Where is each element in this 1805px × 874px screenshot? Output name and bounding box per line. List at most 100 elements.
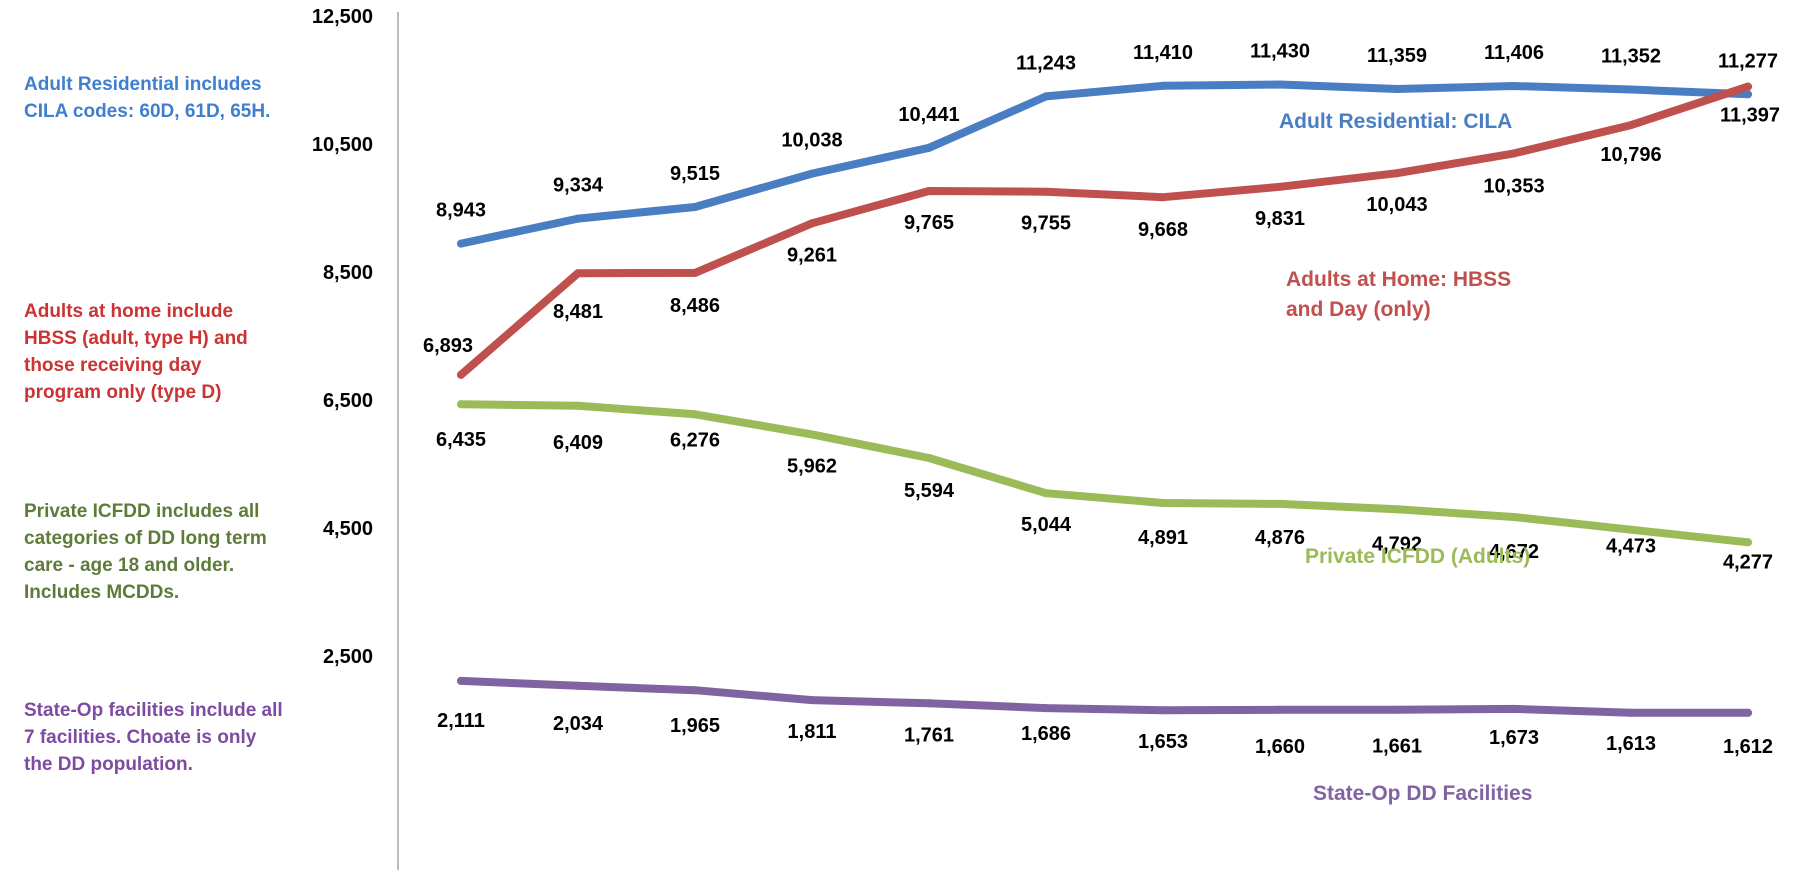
- data-point-stateop: [1627, 708, 1635, 717]
- series-line-cila: [457, 80, 1752, 248]
- series-line-icfdd: [457, 400, 1752, 547]
- data-label-stateop: 1,661: [1372, 736, 1422, 758]
- data-label-icfdd: 5,044: [1021, 514, 1072, 536]
- data-point-icfdd: [574, 401, 582, 410]
- note-line: CILA codes: 60D, 61D, 65H.: [24, 101, 271, 122]
- data-label-icfdd: 4,792: [1372, 533, 1422, 555]
- data-point-cila: [691, 203, 699, 211]
- note-line: those receiving day: [24, 355, 202, 376]
- series-name-line: and Day (only): [1286, 298, 1431, 321]
- data-point-cila: [1042, 92, 1050, 101]
- data-label-home: 11,397: [1720, 105, 1780, 127]
- note-adult-residential: Adult Residential includes CILA codes: 6…: [24, 71, 324, 125]
- note-line: HBSS (adult, type H) and: [24, 328, 248, 349]
- data-label-icfdd: 5,594: [904, 480, 955, 502]
- data-label-home: 9,831: [1255, 208, 1305, 230]
- data-label-icfdd: 6,276: [670, 429, 720, 451]
- series-name-line: Adult Residential: CILA: [1279, 110, 1512, 133]
- data-label-icfdd: 4,891: [1138, 527, 1188, 549]
- data-label-home: 8,486: [670, 295, 720, 317]
- data-point-cila: [1744, 90, 1752, 99]
- series-name-cila: Adult Residential: CILA: [1279, 110, 1512, 133]
- series-name-line: Private ICFDD (Adults): [1305, 545, 1530, 568]
- data-point-cila: [1276, 80, 1284, 89]
- data-label-cila: 10,441: [898, 104, 959, 126]
- y-axis-ticks: 2,500 4,500 6,500 8,500 10,500 12,500: [312, 6, 373, 668]
- data-point-stateop: [1159, 706, 1167, 715]
- series-layer: [457, 80, 1752, 717]
- data-label-stateop: 1,686: [1021, 723, 1071, 745]
- data-label-cila: 11,359: [1367, 45, 1427, 67]
- data-point-home: [1159, 193, 1167, 202]
- series-name-stateop: State-Op DD Facilities: [1313, 782, 1532, 805]
- data-label-icfdd: 4,473: [1606, 536, 1656, 558]
- data-label-home: 9,755: [1021, 213, 1071, 235]
- note-line: program only (type D): [24, 382, 222, 403]
- data-label-icfdd: 6,409: [553, 432, 603, 454]
- data-point-icfdd: [1393, 505, 1401, 514]
- data-point-cila: [808, 169, 816, 178]
- data-point-icfdd: [1159, 499, 1167, 507]
- series-line-stateop: [457, 676, 1752, 717]
- data-point-home: [808, 219, 816, 228]
- data-point-icfdd: [1510, 513, 1518, 521]
- data-point-icfdd: [1042, 489, 1050, 498]
- data-point-home: [574, 269, 582, 278]
- note-adults-at-home: Adults at home include HBSS (adult, type…: [24, 298, 324, 406]
- data-label-cila: 11,352: [1601, 46, 1661, 68]
- data-point-home: [1744, 82, 1752, 91]
- data-point-home: [691, 268, 699, 277]
- data-label-cila: 9,334: [553, 175, 604, 197]
- data-point-cila: [1627, 85, 1635, 94]
- data-point-home: [1276, 182, 1284, 191]
- data-label-home: 10,353: [1483, 175, 1544, 197]
- y-tick-label: 10,500: [312, 134, 373, 156]
- note-line: categories of DD long term: [24, 528, 267, 549]
- data-label-stateop: 1,965: [670, 715, 720, 737]
- data-label-stateop: 1,811: [788, 721, 837, 743]
- data-point-stateop: [457, 676, 465, 685]
- data-label-stateop: 1,653: [1138, 731, 1188, 753]
- data-point-cila: [925, 143, 933, 152]
- data-point-stateop: [925, 699, 933, 708]
- note-line: State-Op facilities include all: [24, 700, 283, 721]
- data-label-stateop: 1,612: [1723, 736, 1773, 758]
- data-label-icfdd: 6,435: [436, 429, 486, 451]
- data-label-cila: 11,430: [1250, 41, 1310, 63]
- data-point-cila: [1510, 82, 1518, 90]
- data-label-home: 6,893: [423, 335, 473, 357]
- data-point-icfdd: [925, 454, 933, 462]
- data-label-home: 10,796: [1600, 144, 1661, 166]
- note-line: 7 facilities. Choate is only: [24, 727, 257, 748]
- data-label-home: 9,765: [904, 212, 954, 234]
- data-label-stateop: 1,613: [1606, 733, 1656, 755]
- data-label-home: 8,481: [553, 301, 603, 323]
- data-label-stateop: 1,761: [904, 724, 954, 746]
- data-point-home: [1627, 121, 1635, 130]
- series-name-home: Adults at Home: HBSS and Day (only): [1286, 268, 1511, 321]
- data-label-cila: 11,406: [1484, 42, 1544, 64]
- data-label-cila: 9,515: [670, 163, 720, 185]
- data-label-home: 9,261: [787, 244, 837, 266]
- data-point-home: [925, 187, 933, 195]
- data-point-cila: [574, 214, 582, 223]
- data-point-home: [457, 370, 465, 379]
- note-line: Adults at home include: [24, 301, 234, 322]
- data-point-icfdd: [808, 430, 816, 439]
- data-label-cila: 10,038: [781, 130, 842, 152]
- data-point-stateop: [1744, 708, 1752, 717]
- note-line: Includes MCDDs.: [24, 582, 180, 603]
- data-point-cila: [1159, 81, 1167, 90]
- data-point-icfdd: [1744, 538, 1752, 547]
- data-label-cila: 11,243: [1016, 52, 1076, 74]
- y-tick-label: 4,500: [323, 518, 373, 540]
- data-point-icfdd: [691, 410, 699, 419]
- data-label-cila: 8,943: [436, 200, 486, 222]
- data-point-stateop: [808, 696, 816, 705]
- data-point-home: [1042, 187, 1050, 196]
- data-point-stateop: [1510, 704, 1518, 713]
- data-point-stateop: [574, 681, 582, 690]
- y-tick-label: 8,500: [323, 262, 373, 284]
- data-point-icfdd: [1627, 525, 1635, 534]
